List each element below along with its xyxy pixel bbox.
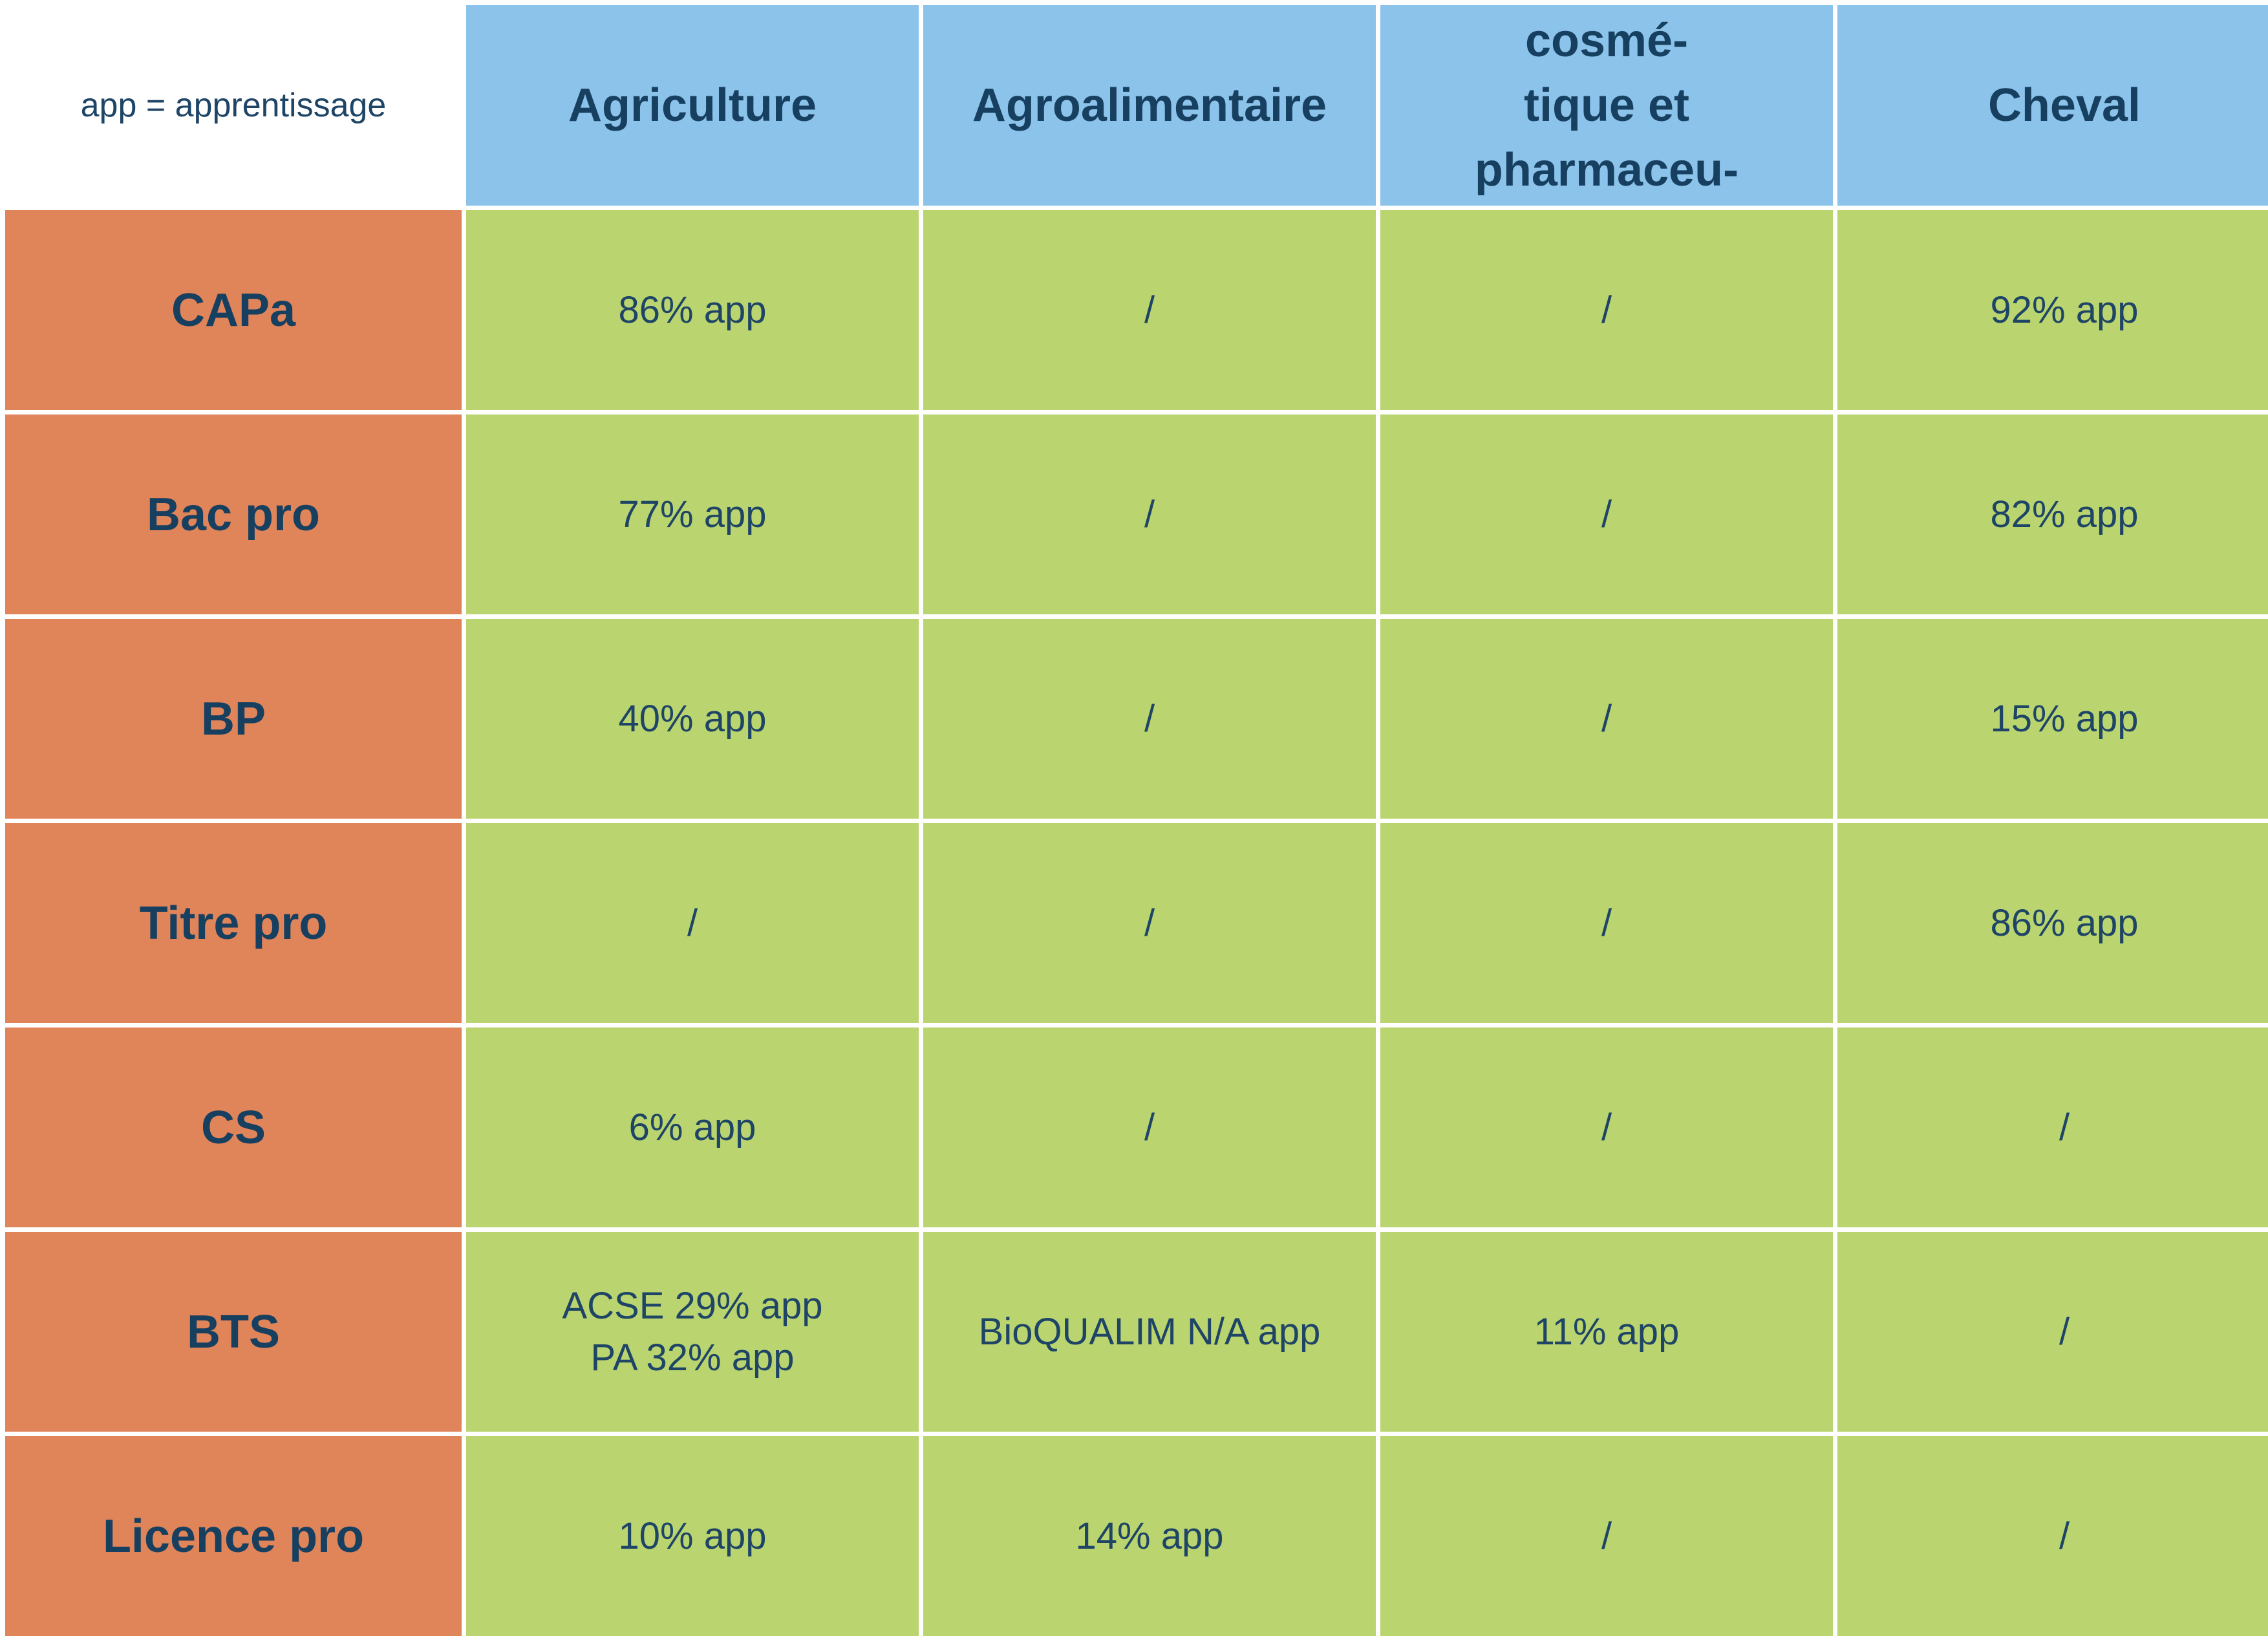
table-cell: / xyxy=(923,619,1376,819)
row-header: BP xyxy=(5,619,462,819)
table-cell: 82% app xyxy=(1837,414,2268,614)
legend-note: app = apprentissage xyxy=(5,5,462,206)
table-cell: / xyxy=(923,414,1376,614)
row-header: Bac pro xyxy=(5,414,462,614)
table-cell: 14% app xyxy=(923,1436,1376,1636)
column-header: Laboratoire, cosmé- tique et pharmaceu- … xyxy=(1380,5,1833,206)
table-cell: 10% app xyxy=(466,1436,919,1636)
table-cell: BioQUALIM N/A app xyxy=(923,1232,1376,1432)
table-cell: / xyxy=(923,823,1376,1023)
table-cell: / xyxy=(1380,1028,1833,1227)
table-cell: / xyxy=(1380,210,1833,410)
table-cell: ACSE 29% app PA 32% app xyxy=(466,1232,919,1432)
row-header: Titre pro xyxy=(5,823,462,1023)
table-cell: / xyxy=(923,210,1376,410)
table-cell: / xyxy=(1380,1436,1833,1636)
table-cell: / xyxy=(1837,1028,2268,1227)
table-cell: 77% app xyxy=(466,414,919,614)
row-header: CAPa xyxy=(5,210,462,410)
table-cell: / xyxy=(1380,414,1833,614)
column-header: Agroalimentaire xyxy=(923,5,1376,206)
table-cell: 86% app xyxy=(466,210,919,410)
table-cell: / xyxy=(923,1028,1376,1227)
row-header: CS xyxy=(5,1028,462,1227)
row-header: BTS xyxy=(5,1232,462,1432)
table-cell: 40% app xyxy=(466,619,919,819)
table-cell: / xyxy=(1837,1232,2268,1432)
table-cell: 15% app xyxy=(1837,619,2268,819)
table-cell: / xyxy=(1380,823,1833,1023)
table-cell: 92% app xyxy=(1837,210,2268,410)
table-cell: 86% app xyxy=(1837,823,2268,1023)
table-cell: 6% app xyxy=(466,1028,919,1227)
table-cell: / xyxy=(466,823,919,1023)
column-header: Cheval xyxy=(1837,5,2268,206)
table-cell: / xyxy=(1837,1436,2268,1636)
row-header: Licence pro xyxy=(5,1436,462,1636)
column-header: Agriculture xyxy=(466,5,919,206)
table-cell: / xyxy=(1380,619,1833,819)
table-cell: 11% app xyxy=(1380,1232,1833,1432)
